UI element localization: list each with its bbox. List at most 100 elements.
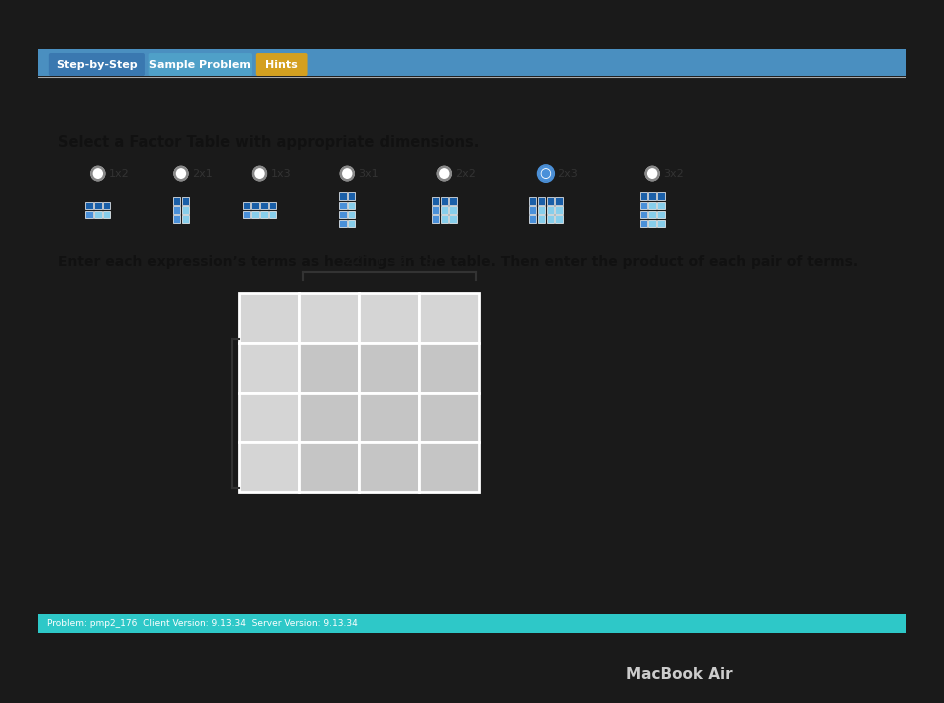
Bar <box>94 211 102 218</box>
Bar <box>339 202 346 209</box>
Bar <box>85 202 93 209</box>
Bar <box>85 211 93 218</box>
Bar <box>360 442 419 492</box>
Bar <box>538 206 546 214</box>
Bar <box>419 442 480 492</box>
Bar <box>640 211 647 218</box>
Bar <box>419 392 480 442</box>
Bar <box>173 215 180 223</box>
Bar <box>360 293 419 343</box>
Bar <box>657 202 665 209</box>
Text: Hints: Hints <box>265 60 298 70</box>
Bar <box>348 211 355 218</box>
Bar <box>419 343 480 392</box>
Bar <box>538 197 546 205</box>
Bar <box>339 193 346 200</box>
FancyBboxPatch shape <box>49 53 145 76</box>
Bar <box>173 197 180 205</box>
Text: Select a Factor Table with appropriate dimensions.: Select a Factor Table with appropriate d… <box>59 135 480 150</box>
Text: 2x2: 2x2 <box>455 169 476 179</box>
Bar <box>547 197 554 205</box>
Bar <box>261 202 267 209</box>
Bar <box>243 211 250 218</box>
Bar <box>640 202 647 209</box>
Bar <box>103 202 110 209</box>
Bar <box>529 197 536 205</box>
Circle shape <box>92 167 104 180</box>
Text: Enter each expression’s terms as headings in the table. Then enter the product o: Enter each expression’s terms as heading… <box>59 255 858 269</box>
Text: Use a Factor Table to calculate the polynomial product of −2z²+6z−9 and 2z²+3z−9: Use a Factor Table to calculate the poly… <box>59 97 649 111</box>
Bar <box>299 392 360 442</box>
Bar <box>431 206 439 214</box>
Bar <box>449 197 457 205</box>
Bar <box>657 220 665 227</box>
Circle shape <box>253 167 266 180</box>
Circle shape <box>646 167 659 180</box>
Bar <box>348 193 355 200</box>
Bar <box>640 193 647 200</box>
Bar <box>239 392 299 442</box>
Bar <box>419 293 480 343</box>
Bar <box>181 206 189 214</box>
Text: MacBook Air: MacBook Air <box>627 667 733 682</box>
Bar <box>431 197 439 205</box>
Circle shape <box>542 169 549 177</box>
FancyBboxPatch shape <box>256 53 308 76</box>
Bar <box>173 206 180 214</box>
Bar <box>339 211 346 218</box>
Circle shape <box>175 167 188 180</box>
Bar <box>547 215 554 223</box>
Circle shape <box>438 167 450 180</box>
Bar <box>449 215 457 223</box>
Bar <box>449 206 457 214</box>
Text: 1x2: 1x2 <box>109 169 129 179</box>
Bar <box>269 211 277 218</box>
Circle shape <box>539 167 552 180</box>
FancyBboxPatch shape <box>148 53 252 76</box>
Text: 3x1: 3x1 <box>359 169 379 179</box>
Bar <box>181 215 189 223</box>
Circle shape <box>341 167 354 180</box>
Bar <box>181 197 189 205</box>
Bar <box>299 293 360 343</box>
Bar <box>94 202 102 209</box>
Bar <box>649 211 656 218</box>
Bar <box>538 215 546 223</box>
Bar <box>239 343 299 392</box>
Bar <box>360 343 419 392</box>
Bar <box>261 211 267 218</box>
Text: 2x3: 2x3 <box>557 169 578 179</box>
Bar <box>529 206 536 214</box>
Bar <box>529 215 536 223</box>
Bar <box>251 202 259 209</box>
Bar <box>649 220 656 227</box>
Bar <box>555 197 563 205</box>
Bar <box>243 202 250 209</box>
Bar <box>339 220 346 227</box>
Bar <box>441 215 448 223</box>
Bar <box>103 211 110 218</box>
Text: Problem: pmp2_176  Client Version: 9.13.34  Server Version: 9.13.34: Problem: pmp2_176 Client Version: 9.13.3… <box>47 619 358 628</box>
Text: $-2z^2+6z-9$: $-2z^2+6z-9$ <box>59 404 153 423</box>
Bar <box>441 206 448 214</box>
Bar <box>348 202 355 209</box>
Bar <box>547 206 554 214</box>
Bar <box>441 197 448 205</box>
Text: 2x1: 2x1 <box>192 169 212 179</box>
Bar <box>348 220 355 227</box>
Bar <box>299 343 360 392</box>
Bar <box>38 614 906 633</box>
Bar <box>649 193 656 200</box>
Text: 3x2: 3x2 <box>664 169 684 179</box>
Bar <box>555 206 563 214</box>
Bar <box>239 442 299 492</box>
Bar <box>269 202 277 209</box>
Bar <box>555 215 563 223</box>
Bar <box>299 442 360 492</box>
Bar <box>640 220 647 227</box>
Text: Step-by-Step: Step-by-Step <box>56 60 138 70</box>
Bar <box>649 202 656 209</box>
Bar <box>251 211 259 218</box>
Bar <box>38 49 906 76</box>
Bar <box>239 293 299 343</box>
